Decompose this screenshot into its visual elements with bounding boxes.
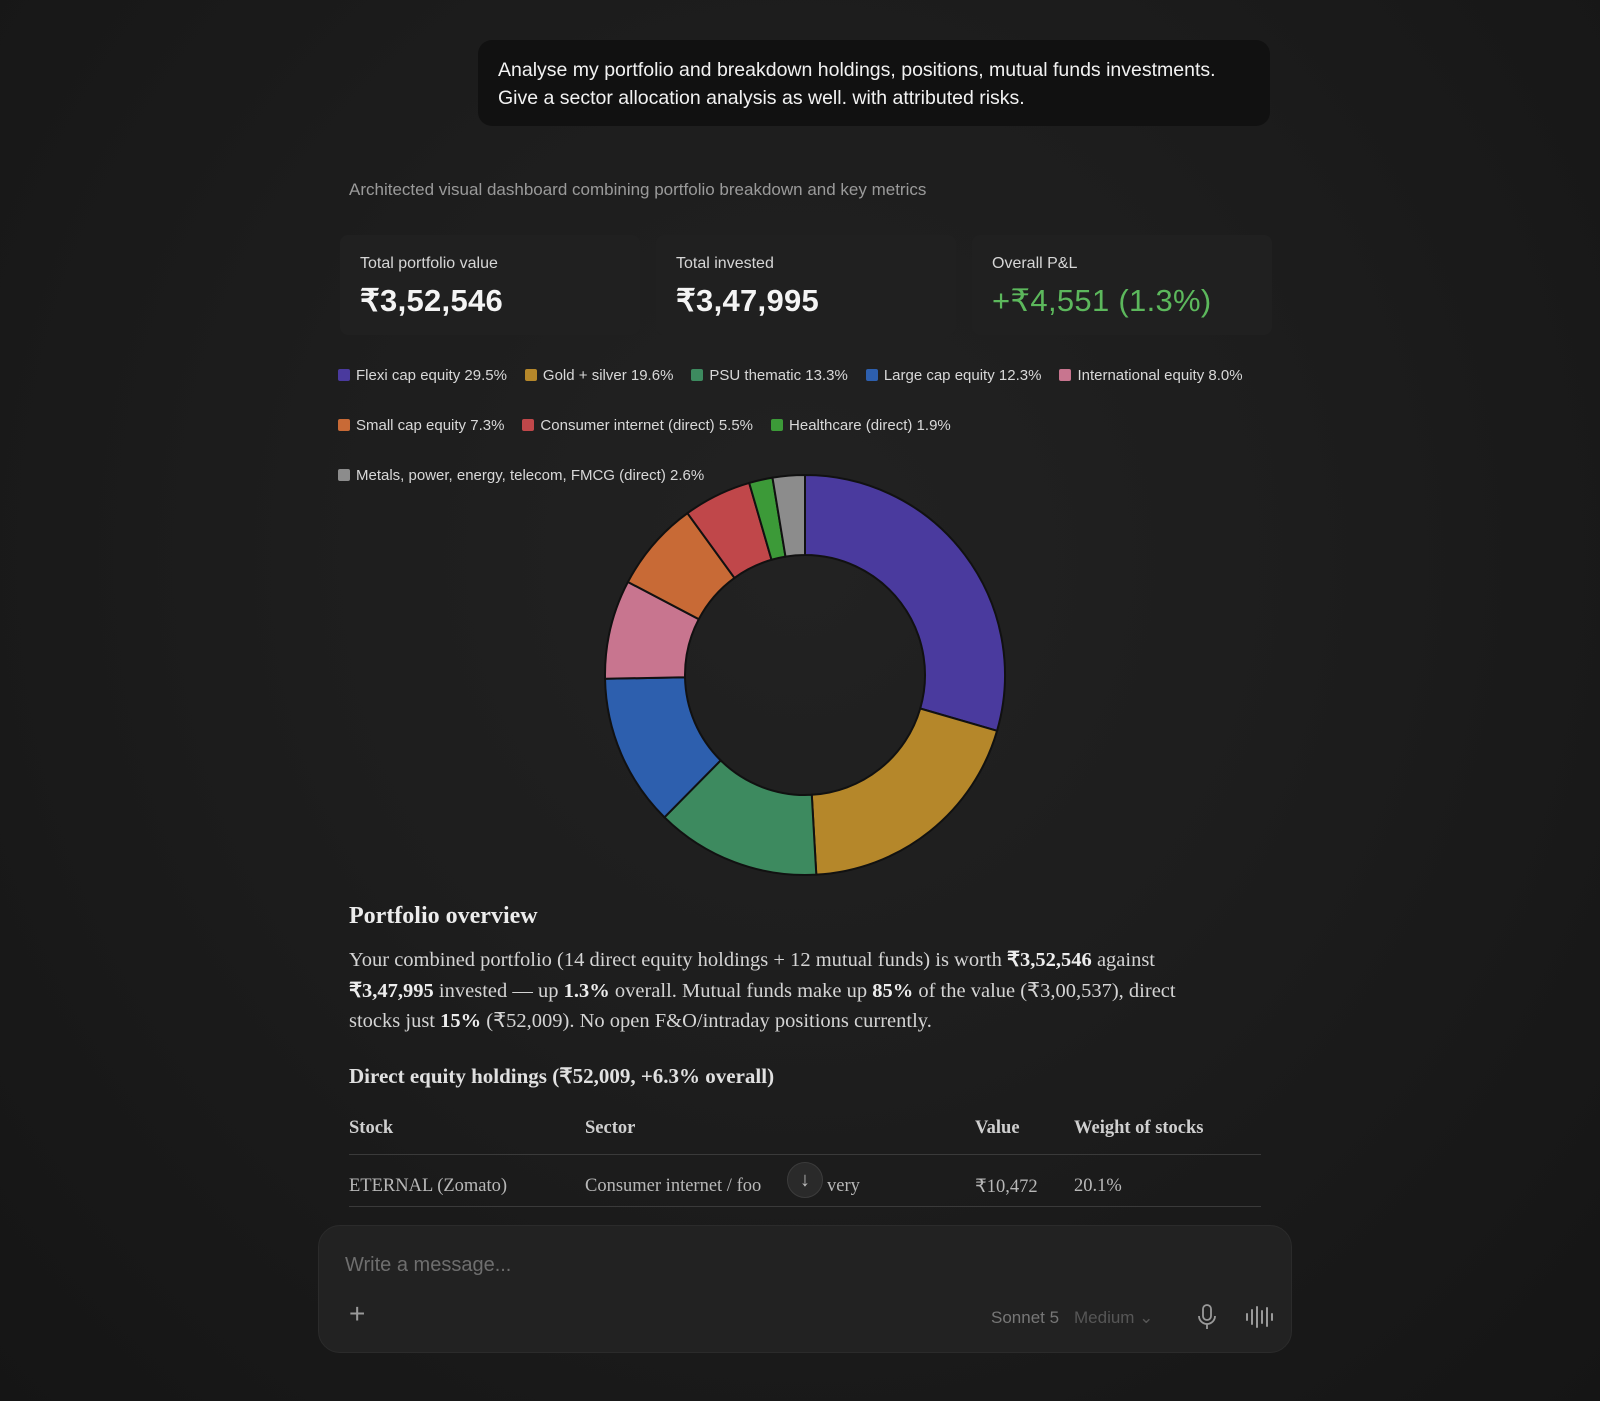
table-header-row: Stock Sector Value Weight of stocks — [349, 1112, 1261, 1156]
legend-item: Flexi cap equity 29.5% — [338, 366, 507, 384]
microphone-icon[interactable] — [1195, 1303, 1219, 1331]
user-message-bubble: Analyse my portfolio and breakdown holdi… — [478, 40, 1270, 126]
table-row: ETERNAL (Zomato) Consumer internet / foo… — [349, 1156, 1261, 1200]
legend-item: Healthcare (direct) 1.9% — [771, 416, 951, 434]
metric-value: ₹3,47,995 — [676, 283, 820, 318]
cell-weight: 20.1% — [1074, 1176, 1122, 1196]
legend-item: Large cap equity 12.3% — [865, 366, 1042, 384]
user-message-text: Analyse my portfolio and breakdown holdi… — [498, 59, 1216, 109]
arrow-down-icon: ↓ — [800, 1168, 810, 1191]
legend-item: Consumer internet (direct) 5.5% — [522, 416, 753, 434]
cell-value: ₹10,472 — [975, 1177, 1038, 1197]
direct-equity-heading: Direct equity holdings (₹52,009, +6.3% o… — [349, 1064, 775, 1088]
text-run: (₹52,009). No open F&O/intraday position… — [481, 1010, 932, 1032]
legend-swatch — [522, 419, 535, 431]
metric-value: +₹4,551 (1.3%) — [992, 283, 1212, 318]
donut-slice[interactable] — [810, 707, 999, 876]
bold-run: 85% — [872, 979, 914, 1002]
metric-label: Total invested — [676, 255, 774, 272]
legend-swatch — [338, 419, 350, 431]
legend-label: Small cap equity 7.3% — [356, 416, 505, 434]
bold-run: 15% — [440, 1010, 482, 1032]
donut-slice[interactable] — [771, 473, 806, 558]
voice-mode-icon[interactable] — [1245, 1305, 1275, 1329]
metric-value: ₹3,52,546 — [360, 283, 504, 318]
text-run: against — [1091, 949, 1156, 971]
legend-item: Metals, power, energy, telecom, FMCG (di… — [338, 466, 704, 484]
legend-swatch — [338, 369, 350, 381]
metric-card-total-invested: Total invested ₹3,47,995 — [656, 235, 956, 335]
column-header-stock: Stock — [349, 1118, 394, 1138]
chart-legend: Flexi cap equity 29.5% Gold + silver 19.6… — [338, 366, 1278, 484]
legend-swatch — [338, 469, 350, 481]
overview-heading: Portfolio overview — [349, 903, 538, 929]
text-run: of the value (₹3,00,537), direct stocks … — [349, 979, 1176, 1033]
column-header-weight: Weight of stocks — [1074, 1118, 1204, 1138]
add-attachment-button[interactable]: + — [349, 1298, 366, 1329]
legend-label: International equity 8.0% — [1077, 366, 1243, 384]
legend-item: Gold + silver 19.6% — [524, 366, 674, 384]
cell-sector-tail: very — [827, 1176, 860, 1196]
column-header-sector: Sector — [585, 1118, 636, 1138]
allocation-donut-chart — [604, 473, 1006, 876]
bold-run: 1.3% — [563, 979, 610, 1002]
legend-swatch — [691, 369, 704, 381]
column-header-value: Value — [975, 1118, 1020, 1138]
metric-label: Total portfolio value — [360, 255, 498, 272]
thinking-summary[interactable]: Architected visual dashboard combining p… — [349, 180, 927, 199]
legend-swatch — [771, 419, 784, 431]
legend-label: Large cap equity 12.3% — [883, 366, 1042, 384]
scroll-to-bottom-button[interactable]: ↓ — [787, 1162, 823, 1198]
message-composer: Write a message... + Sonnet 5 Medium ⌄ — [318, 1225, 1292, 1353]
text-run: invested — up — [433, 979, 564, 1002]
legend-swatch — [524, 369, 537, 381]
cell-sector: Consumer internet / foo — [585, 1176, 762, 1196]
holdings-table: Stock Sector Value Weight of stocks ETER… — [349, 1112, 1261, 1207]
bold-run: ₹3,52,546 — [1007, 949, 1092, 971]
metric-label: Overall P&L — [992, 255, 1078, 272]
legend-item: International equity 8.0% — [1059, 366, 1243, 384]
table-divider — [349, 1154, 1261, 1155]
legend-swatch — [1059, 369, 1072, 381]
legend-label: Healthcare (direct) 1.9% — [789, 416, 951, 434]
table-divider — [349, 1206, 1261, 1207]
legend-label: Gold + silver 19.6% — [542, 366, 674, 384]
effort-selector[interactable]: Medium ⌄ — [1074, 1308, 1154, 1327]
bold-run: ₹3,47,995 — [349, 979, 434, 1002]
metric-card-overall-pnl: Overall P&L +₹4,551 (1.3%) — [972, 235, 1272, 335]
text-run: overall. Mutual funds make up — [609, 979, 873, 1002]
legend-label: Flexi cap equity 29.5% — [356, 366, 507, 384]
model-selector[interactable]: Sonnet 5 — [991, 1308, 1060, 1327]
cell-stock: ETERNAL (Zomato) — [349, 1176, 508, 1196]
legend-item: Small cap equity 7.3% — [338, 416, 504, 434]
legend-swatch — [865, 369, 878, 381]
legend-label: Consumer internet (direct) 5.5% — [540, 416, 754, 434]
legend-label: Metals, power, energy, telecom, FMCG (di… — [356, 466, 705, 484]
donut-slice[interactable] — [804, 473, 1006, 733]
legend-label: PSU thematic 13.3% — [709, 366, 848, 384]
legend-item: PSU thematic 13.3% — [691, 366, 848, 384]
overview-paragraph: Your combined portfolio (14 direct equit… — [349, 945, 1229, 1037]
metric-card-total-value: Total portfolio value ₹3,52,546 — [340, 235, 640, 335]
text-run: Your combined portfolio (14 direct equit… — [349, 949, 1008, 971]
message-input[interactable]: Write a message... — [345, 1254, 512, 1276]
